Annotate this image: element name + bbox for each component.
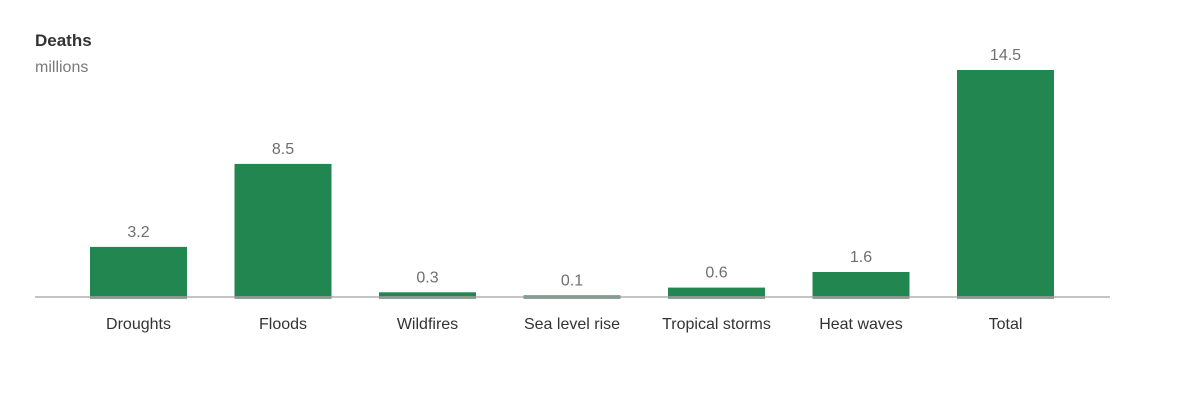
category-label-wildfires: Wildfires [397,316,458,333]
category-label-total: Total [989,316,1023,333]
bar-tropical-storms [668,287,765,297]
category-label-floods: Floods [259,316,307,333]
category-label-heat-waves: Heat waves [819,316,903,333]
bar-droughts [90,246,187,297]
value-label-tropical-storms: 0.6 [705,265,727,282]
labels-layer: 3.2 Droughts 8.5 Floods 0.3 Wildfires 0.1 Sea l… [106,47,1022,333]
value-label-sea-level-rise: 0.1 [561,272,583,289]
value-label-floods: 8.5 [272,141,294,158]
bar-wildfires [379,292,476,297]
value-label-heat-waves: 1.6 [850,249,872,266]
bar-floods [234,163,332,297]
value-label-droughts: 3.2 [127,224,149,241]
chart-subtitle: millions [35,59,88,76]
value-label-wildfires: 0.3 [416,269,438,286]
category-label-sea-level-rise: Sea level rise [524,316,620,333]
bars-layer [90,70,1054,299]
bar-total [957,70,1054,297]
category-label-tropical-storms: Tropical storms [662,316,771,333]
chart-title: Deaths [35,31,92,50]
bar-heat-waves [812,272,910,297]
value-label-total: 14.5 [990,47,1021,64]
category-label-droughts: Droughts [106,316,171,333]
